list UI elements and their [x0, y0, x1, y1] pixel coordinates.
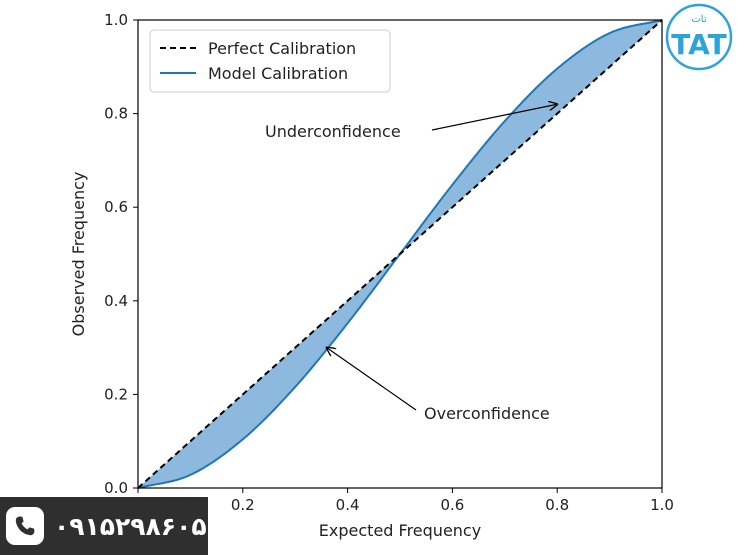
plot-area	[137, 19, 663, 489]
phone-icon	[6, 507, 44, 545]
y-axis-title: Observed Frequency	[69, 172, 88, 337]
underconfidence-arrow	[431, 104, 557, 131]
overconfidence-label: Overconfidence	[424, 404, 550, 423]
annotations: Underconfidence Overconfidence	[265, 104, 557, 423]
axes-frame	[137, 19, 663, 489]
y-tick-label: 0.8	[104, 105, 128, 123]
x-tick-label: 0.8	[545, 496, 569, 514]
contact-bar: ۰۹۱۵۲۹۸۶۰۵	[0, 497, 208, 555]
x-tick-label: 1.0	[650, 496, 674, 514]
y-tick-label: 0.4	[104, 292, 128, 310]
x-tick-label: 0.6	[440, 496, 464, 514]
legend: Perfect Calibration Model Calibration	[149, 29, 391, 93]
x-tick-label: 0.4	[336, 496, 360, 514]
y-tick-label: 0.6	[104, 198, 128, 216]
x-tick-label: 0.2	[231, 496, 255, 514]
y-tick-label: 1.0	[104, 11, 128, 29]
y-tick-label: 0.0	[104, 479, 128, 497]
y-tick-label: 0.2	[104, 385, 128, 403]
phone-number[interactable]: ۰۹۱۵۲۹۸۶۰۵	[54, 511, 207, 541]
underconfidence-label: Underconfidence	[265, 122, 401, 141]
legend-box	[149, 29, 391, 93]
legend-label-perfect: Perfect Calibration	[208, 39, 356, 58]
x-axis-title: Expected Frequency	[319, 521, 481, 540]
logo-mark-text: TAT	[671, 28, 727, 61]
logo-arabic-text: تات	[691, 14, 706, 25]
overconfidence-arrow	[327, 348, 417, 411]
series-perfect-calibration-line	[137, 19, 663, 489]
tat-logo: تات TAT	[665, 3, 733, 71]
legend-label-model: Model Calibration	[208, 64, 348, 83]
